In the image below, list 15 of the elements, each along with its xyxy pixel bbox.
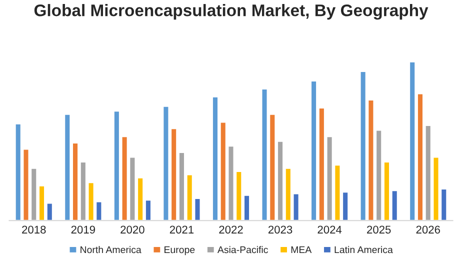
x-tick-label: 2026 bbox=[416, 226, 440, 234]
x-tick-label: 2019 bbox=[71, 226, 95, 234]
x-tick-label: 2022 bbox=[219, 226, 243, 234]
legend-label: North America bbox=[80, 246, 142, 254]
legend-label: MEA bbox=[291, 246, 312, 254]
x-tick-label: 2023 bbox=[268, 226, 292, 234]
legend-label: Europe bbox=[164, 246, 195, 256]
legend-label: Asia-Pacific bbox=[217, 246, 268, 254]
x-tick-label: 2018 bbox=[22, 226, 46, 234]
x-tick-label: 2020 bbox=[120, 226, 144, 234]
chart-title: Global Microencapsulation Market, By Geography bbox=[34, 4, 428, 20]
x-tick-label: 2024 bbox=[318, 226, 342, 234]
legend-label: Latin America bbox=[334, 246, 393, 254]
x-tick-label: 2021 bbox=[170, 226, 194, 234]
x-tick-label: 2025 bbox=[367, 226, 391, 234]
